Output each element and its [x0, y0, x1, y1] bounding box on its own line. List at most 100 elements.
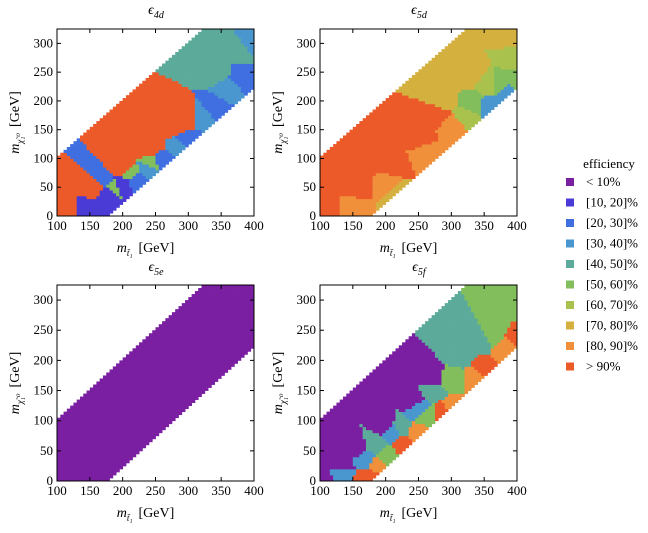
heatmap-cell [471, 54, 475, 59]
heatmap-cell [191, 37, 196, 41]
heatmap-cell [83, 471, 87, 476]
heatmap-cell [477, 60, 482, 64]
heatmap-cell [194, 46, 199, 50]
heatmap-cell [76, 141, 81, 145]
heatmap-cell [356, 164, 360, 168]
heatmap-cell [73, 465, 78, 470]
heatmap-cell [448, 121, 452, 125]
y-tick-label: 150 [297, 122, 317, 137]
heatmap-cell [339, 144, 344, 148]
heatmap-cell [428, 75, 433, 79]
heatmap-cell [198, 34, 202, 39]
heatmap-cell [139, 348, 143, 352]
heatmap-cell [484, 86, 488, 90]
heatmap-cell [362, 126, 367, 131]
heatmap-cell [93, 167, 97, 171]
heatmap-cell [464, 106, 469, 110]
heatmap-cell [379, 149, 383, 154]
heatmap-cell [402, 141, 406, 145]
heatmap-cell [244, 92, 248, 96]
heatmap-cell [497, 95, 501, 99]
heatmap-cell [152, 89, 156, 93]
heatmap-cell [402, 106, 406, 110]
heatmap-cell [181, 80, 186, 85]
heatmap-cell [500, 43, 505, 47]
heatmap-cell [405, 169, 410, 174]
heatmap-cell [89, 468, 94, 473]
heatmap-cell [359, 190, 364, 194]
heatmap-cell [158, 138, 163, 142]
heatmap-cell [76, 405, 81, 410]
heatmap-cell [142, 95, 147, 99]
heatmap-cell [106, 149, 110, 154]
heatmap-cell [336, 198, 341, 203]
heatmap-cell [145, 414, 150, 419]
heatmap-cell [99, 381, 104, 385]
heatmap-cell [444, 72, 449, 76]
heatmap-cell [356, 129, 360, 133]
heatmap-cell [477, 49, 482, 53]
heatmap-cell [96, 438, 101, 443]
heatmap-cell [198, 106, 202, 110]
heatmap-cell [408, 100, 413, 105]
heatmap-cell [333, 195, 337, 200]
heatmap-cell [112, 402, 117, 407]
heatmap-cell [369, 112, 373, 116]
heatmap-cell [181, 103, 186, 108]
heatmap-cell [63, 477, 68, 482]
heatmap-cell [349, 155, 354, 159]
heatmap-cell [93, 387, 97, 391]
heatmap-cell [102, 477, 107, 482]
heatmap-cell [119, 450, 124, 455]
heatmap-cell [66, 459, 71, 464]
heatmap-cell [89, 138, 94, 142]
heatmap-cell [356, 178, 360, 182]
heatmap-cell [73, 167, 78, 171]
heatmap-cell [185, 132, 189, 136]
heatmap-cell [457, 92, 462, 96]
x-tick-label: 250 [409, 218, 429, 233]
heatmap-cell [96, 169, 101, 174]
heatmap-cell [402, 126, 406, 131]
heatmap-cell [129, 95, 133, 99]
heatmap-cell [132, 441, 137, 446]
heatmap-cell [395, 146, 400, 151]
heatmap-cell [431, 129, 436, 133]
heatmap-cell [142, 414, 147, 419]
heatmap-cell [66, 411, 71, 416]
heatmap-cell [57, 155, 61, 159]
heatmap-cell [60, 471, 64, 476]
heatmap-cell [86, 417, 91, 422]
heatmap-cell [480, 72, 485, 76]
heatmap-cell [451, 92, 456, 96]
heatmap-cell [208, 89, 212, 93]
heatmap-cell [464, 86, 469, 90]
heatmap-cell [162, 146, 166, 151]
heatmap-cell [411, 86, 416, 90]
heatmap-cell [116, 369, 120, 373]
heatmap-cell [191, 89, 196, 93]
heatmap-cell [79, 405, 84, 410]
heatmap-cell [155, 141, 160, 145]
heatmap-cell [231, 69, 235, 73]
heatmap-cell [231, 31, 235, 36]
heatmap-cell [510, 69, 515, 73]
heatmap-cell [66, 146, 71, 151]
heatmap-cell [139, 405, 143, 410]
heatmap-cell [402, 172, 406, 177]
heatmap-cell [129, 441, 133, 446]
heatmap-cell [375, 112, 380, 116]
heatmap-cell [135, 378, 140, 382]
heatmap-cell [93, 132, 97, 136]
heatmap-cell [142, 420, 147, 425]
heatmap-cell [66, 435, 71, 440]
heatmap-cell [93, 161, 97, 165]
heatmap-cell [89, 453, 94, 458]
heatmap-cell [76, 201, 81, 205]
heatmap-cell [217, 46, 222, 50]
heatmap-cell [434, 95, 439, 99]
heatmap-cell [484, 100, 488, 105]
heatmap-cell [329, 167, 334, 171]
heatmap-cell [395, 158, 400, 162]
heatmap-cell [185, 63, 189, 67]
